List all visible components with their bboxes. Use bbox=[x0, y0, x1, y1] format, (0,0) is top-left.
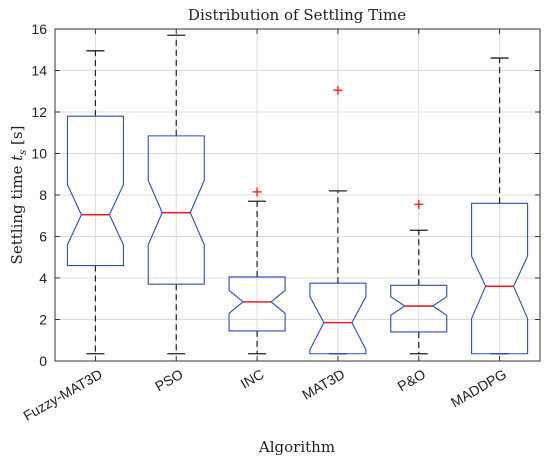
y-tick-label: 8 bbox=[39, 187, 47, 203]
boxes bbox=[66, 34, 529, 355]
y-tick-label: 4 bbox=[39, 270, 47, 286]
y-axis-label-prefix: Settling time bbox=[8, 161, 26, 265]
outlier-marker bbox=[333, 85, 343, 95]
x-tick-label: P&O bbox=[395, 366, 429, 395]
y-tick-label: 0 bbox=[39, 353, 47, 369]
y-ticks: 0 2 4 6 8 10 12 14 16 bbox=[31, 21, 540, 369]
outlier-marker bbox=[414, 199, 424, 209]
x-tick-label: Fuzzy-MAT3D bbox=[20, 366, 105, 424]
y-axis-label-subscript: s bbox=[18, 150, 29, 155]
y-tick-label: 14 bbox=[31, 63, 47, 79]
y-tick-label: 2 bbox=[39, 312, 47, 328]
box-body bbox=[309, 282, 367, 355]
y-axis-label-suffix: [s] bbox=[8, 126, 26, 150]
outlier-marker bbox=[252, 187, 262, 197]
y-axis-label: Settling time ts [s] bbox=[8, 126, 29, 265]
x-tick-label: PSO bbox=[152, 366, 186, 395]
box-p-o bbox=[390, 199, 448, 355]
y-tick-label: 16 bbox=[31, 21, 47, 37]
box-body bbox=[66, 115, 124, 267]
x-tick-label: MADDPG bbox=[448, 366, 509, 411]
grid bbox=[55, 28, 540, 362]
box-mat3d bbox=[309, 85, 367, 355]
y-tick-label: 6 bbox=[39, 229, 47, 245]
box-maddpg bbox=[471, 57, 529, 355]
box-body bbox=[147, 135, 205, 285]
box-body bbox=[228, 276, 286, 332]
y-tick-label: 12 bbox=[31, 104, 47, 120]
box-body bbox=[390, 284, 448, 333]
y-tick-label: 10 bbox=[31, 146, 47, 162]
box-body bbox=[471, 202, 529, 355]
x-axis-label: Algorithm bbox=[258, 438, 335, 456]
box-pso bbox=[147, 34, 205, 355]
x-tick-label: MAT3D bbox=[299, 366, 347, 403]
x-tick-label: INC bbox=[238, 366, 267, 392]
y-axis-label-symbol: t bbox=[8, 154, 26, 161]
chart-title: Distribution of Settling Time bbox=[188, 6, 406, 24]
box-inc bbox=[228, 187, 286, 355]
box-fuzzy-mat3d bbox=[66, 50, 124, 355]
x-ticks: Fuzzy-MAT3D PSO INC MAT3D P&O MADDPG bbox=[20, 29, 509, 424]
